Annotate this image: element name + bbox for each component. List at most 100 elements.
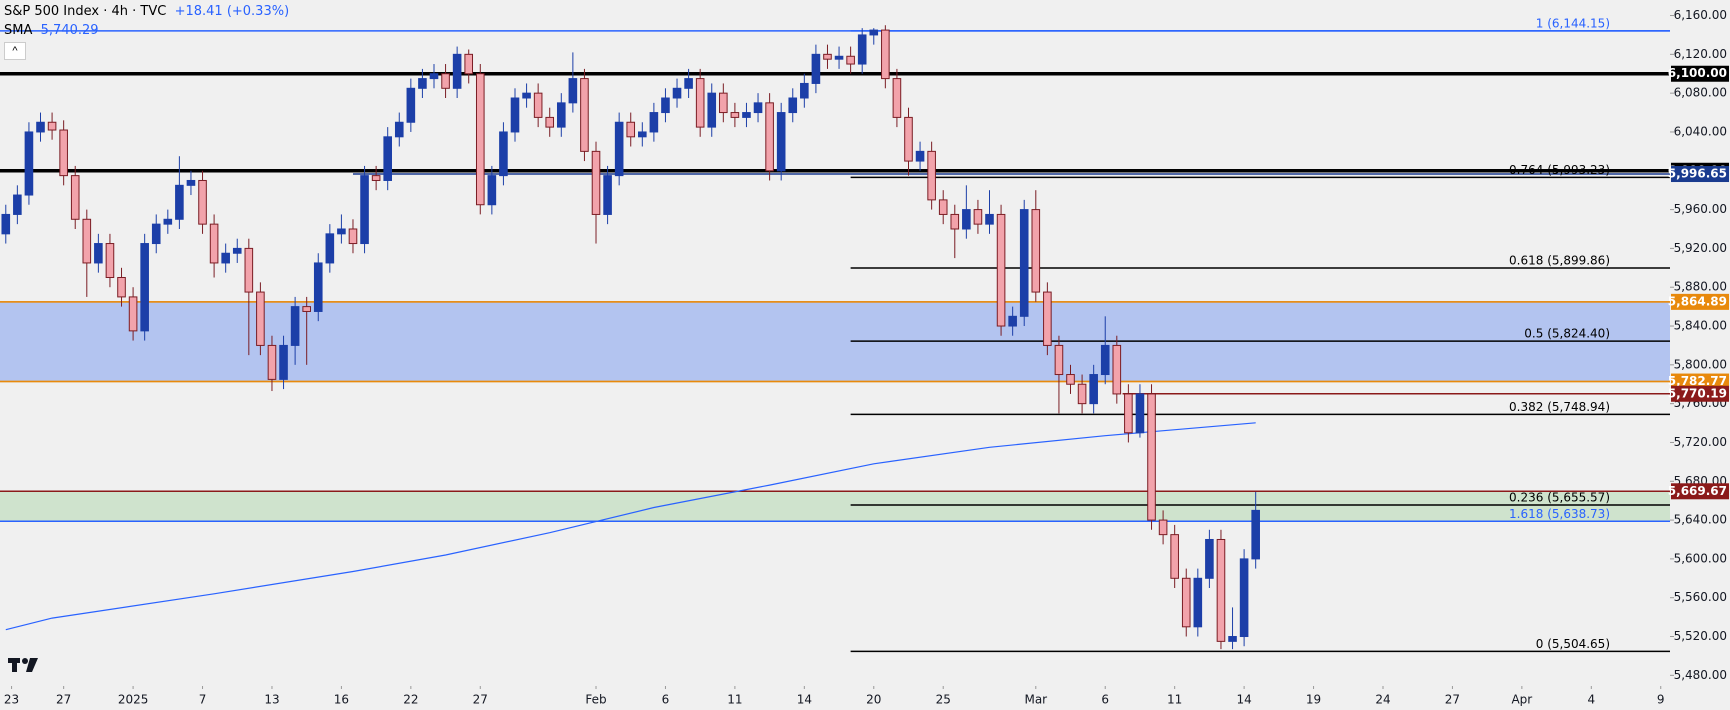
y-tick-label: 5,960.00 — [1674, 202, 1727, 216]
x-tick-label: Feb — [585, 693, 606, 707]
y-tick-label: 5,840.00 — [1674, 319, 1727, 333]
y-tick-label: 5,920.00 — [1674, 241, 1727, 255]
sma-name: SMA — [4, 23, 33, 38]
level-label: 6,100.00 — [1668, 66, 1727, 80]
sma-line — [5, 422, 1256, 631]
candle-body — [649, 112, 659, 133]
x-tick-label: 20 — [866, 693, 881, 707]
candle-body — [1077, 383, 1087, 405]
candle-body — [1147, 393, 1156, 521]
candle-body — [1089, 374, 1098, 405]
candle-body — [1112, 344, 1122, 395]
candle-body — [730, 112, 740, 118]
candle-body — [591, 150, 601, 215]
candle-body — [1193, 577, 1203, 628]
candle-body — [834, 55, 844, 60]
candle-body — [163, 218, 173, 225]
candle-body — [70, 175, 80, 220]
candle-body — [209, 223, 219, 264]
y-tick-label: 5,640.00 — [1674, 513, 1727, 527]
candle-body — [973, 209, 983, 225]
candle-body — [406, 87, 416, 123]
candle-body — [545, 116, 555, 128]
x-tick-label: 6 — [1101, 693, 1109, 707]
candle-body — [13, 194, 22, 215]
candle-body — [105, 243, 115, 279]
candle-body — [360, 175, 369, 245]
x-tick-label: 27 — [473, 693, 488, 707]
x-tick-label: 13 — [264, 693, 279, 707]
y-tick-label: 6,120.00 — [1674, 47, 1727, 61]
level-label: 5,669.67 — [1668, 484, 1727, 498]
y-tick-label: 5,560.00 — [1674, 590, 1727, 604]
logo — [8, 658, 38, 672]
candle-body — [1008, 315, 1017, 327]
x-tick-label: 16 — [334, 693, 349, 707]
candle-body — [1066, 374, 1075, 385]
fib-label: 1.618 (5,638.73) — [1509, 507, 1610, 521]
candle-body — [418, 78, 427, 89]
candle-body — [881, 29, 890, 80]
level-label: 5,770.19 — [1668, 386, 1727, 400]
candle-body — [302, 306, 311, 312]
candle-body — [1019, 209, 1029, 317]
x-tick-label: 27 — [56, 693, 71, 707]
candle-body — [962, 209, 971, 230]
candle-body — [938, 199, 948, 215]
candle-body — [556, 102, 566, 128]
candle-body — [915, 150, 925, 162]
y-tick-label: 5,600.00 — [1674, 551, 1727, 565]
candle-body — [603, 175, 612, 215]
candle-body — [325, 233, 335, 264]
fib-label: 0.618 (5,899.86) — [1509, 253, 1610, 267]
y-tick-label: 5,480.00 — [1674, 668, 1727, 682]
x-tick-label: 11 — [1167, 693, 1182, 707]
candle-body — [429, 73, 439, 80]
candle-body — [475, 73, 485, 206]
candle-body — [36, 121, 45, 133]
level-badge — [1671, 293, 1729, 310]
candle-body — [151, 223, 161, 245]
candle-body — [904, 116, 913, 162]
candle-body — [846, 55, 855, 65]
candle-body — [996, 213, 1006, 327]
candle-body — [499, 131, 508, 177]
x-tick-label: 23 — [4, 693, 19, 707]
y-tick-label: 5,880.00 — [1674, 280, 1727, 294]
level-label: 5,782.77 — [1668, 374, 1727, 388]
y-tick-label: 6,080.00 — [1674, 86, 1727, 100]
candle-body — [59, 129, 68, 177]
collapse-button[interactable]: ^ — [4, 42, 26, 60]
candle-body — [1100, 344, 1110, 376]
candle-body — [626, 121, 636, 138]
candle-body — [464, 53, 474, 75]
y-tick-label: 6,040.00 — [1674, 124, 1727, 138]
candle-body — [1124, 393, 1133, 434]
candle-body — [638, 131, 647, 138]
x-tick-label: 14 — [1236, 693, 1251, 707]
x-tick-label: Apr — [1511, 693, 1532, 707]
x-tick-label: Mar — [1024, 693, 1047, 707]
x-tick-label: 25 — [936, 693, 951, 707]
level-label: 5,864.89 — [1668, 294, 1727, 308]
candle-body — [198, 179, 207, 225]
candle-body — [1031, 209, 1041, 293]
candle-body — [337, 228, 346, 235]
zone — [0, 491, 1670, 522]
candle-body — [672, 87, 682, 99]
candle-body — [522, 92, 531, 99]
y-tick-label: 6,160.00 — [1674, 8, 1727, 22]
candle-body — [1181, 577, 1191, 628]
candle-body — [869, 29, 879, 36]
candle-body — [47, 121, 57, 131]
candle-body — [857, 34, 867, 65]
candle-body — [394, 121, 404, 138]
x-tick-label: 27 — [1445, 693, 1460, 707]
candle-body — [510, 97, 520, 133]
candle-body — [765, 102, 774, 172]
level-badge — [1671, 385, 1729, 402]
candle-body — [927, 150, 936, 201]
candle-body — [186, 179, 196, 186]
x-tick-label: 9 — [1657, 693, 1665, 707]
